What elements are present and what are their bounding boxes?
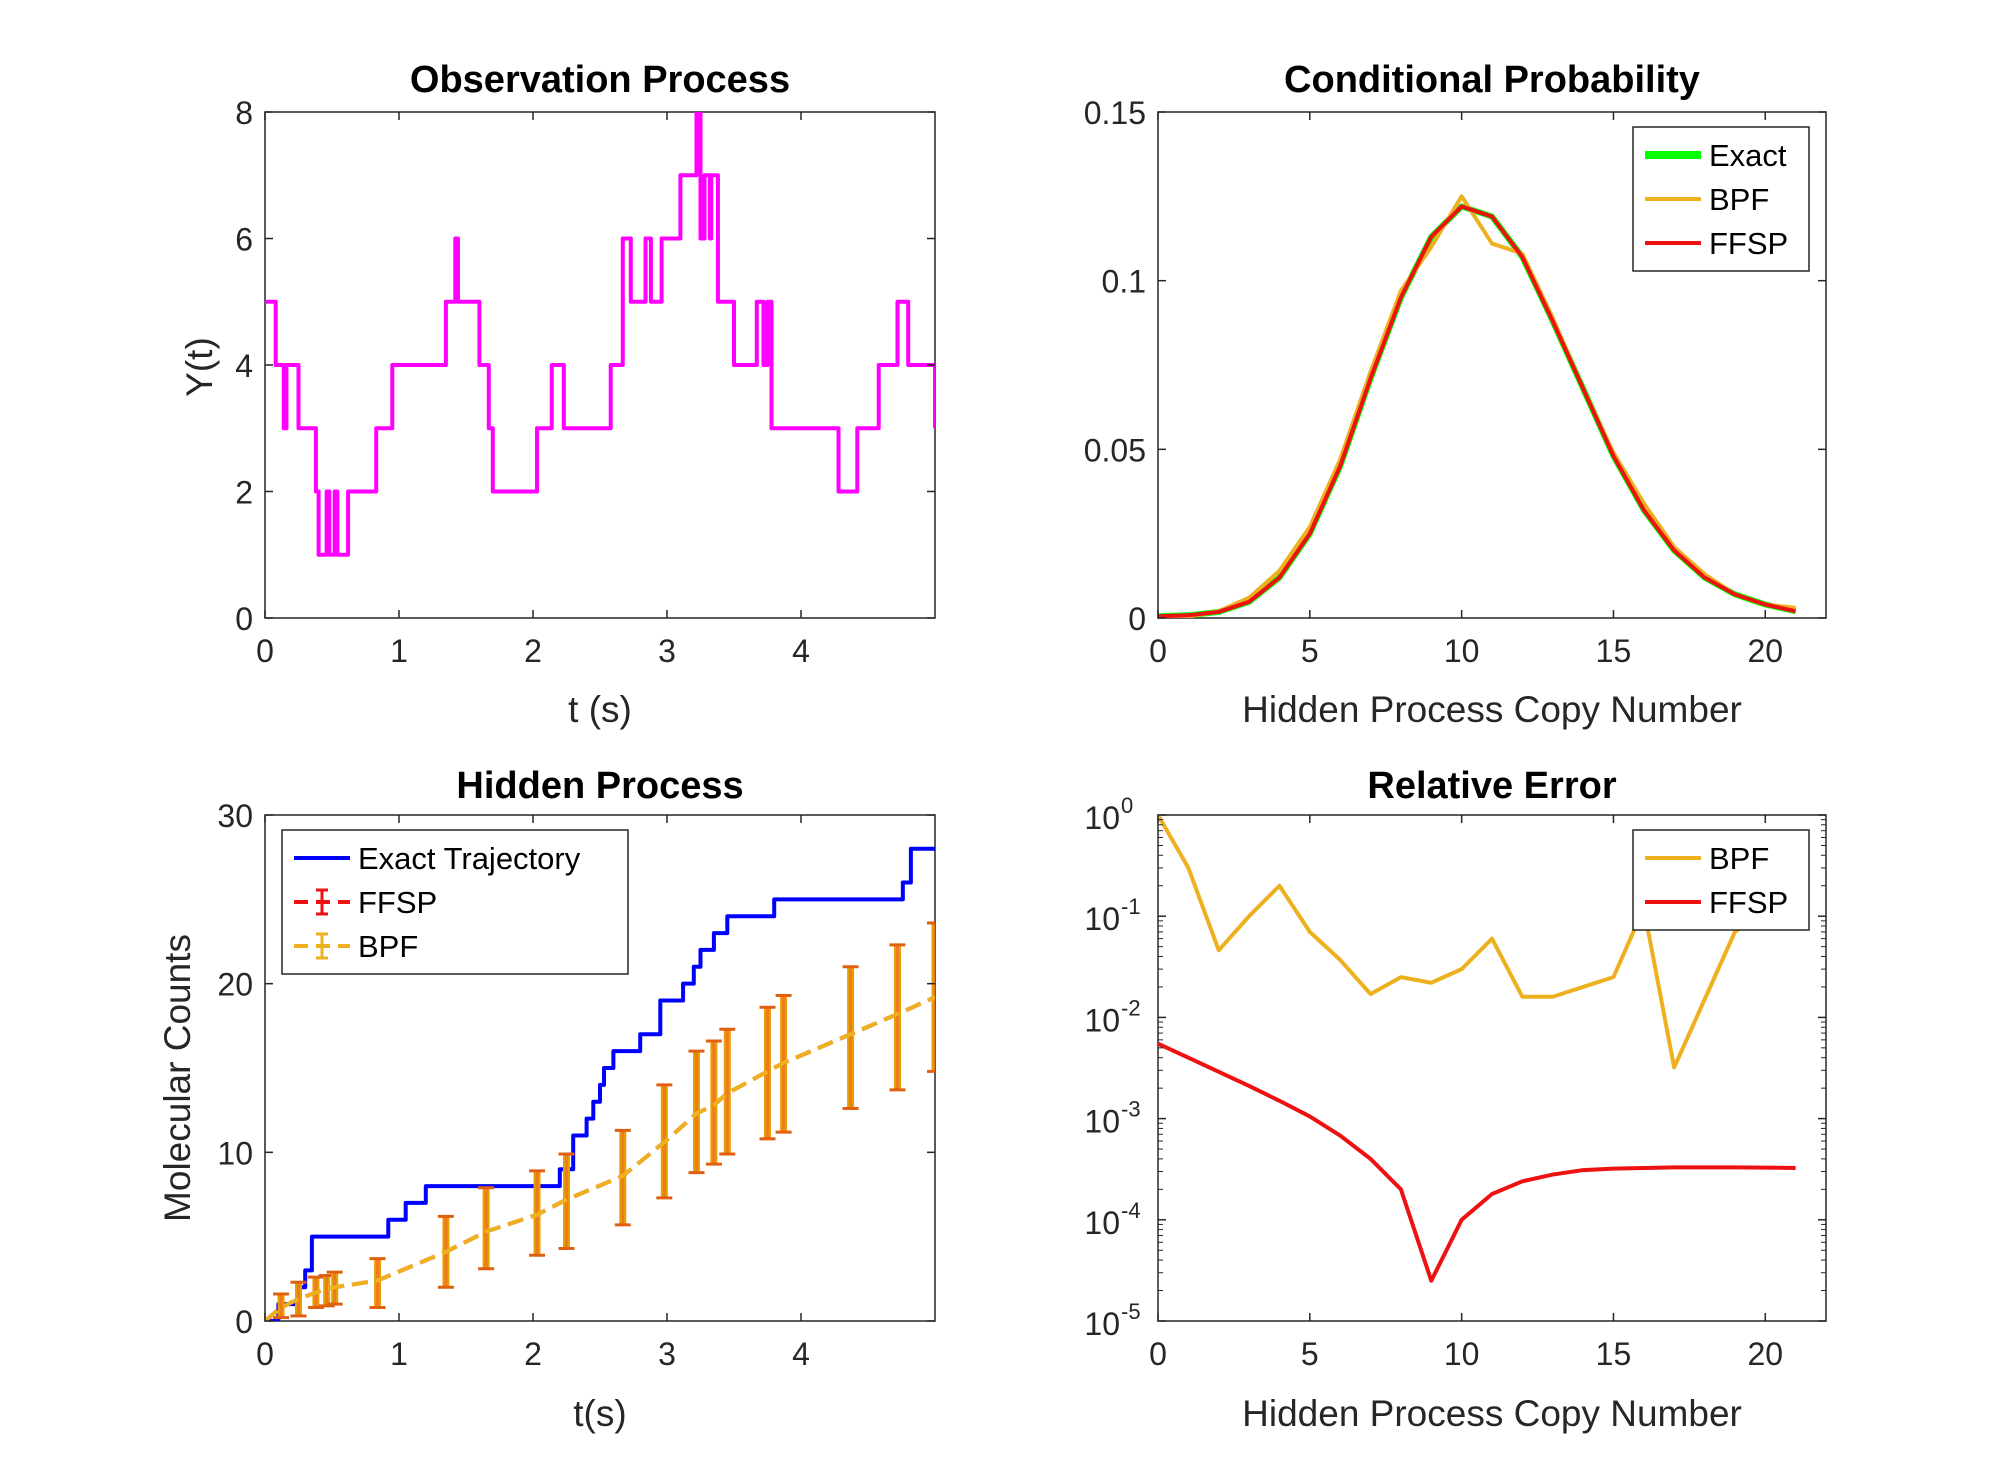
x-tick-label: 10 (1444, 633, 1480, 669)
legend-label: BPF (1709, 841, 1769, 876)
series-line (265, 846, 935, 1321)
legend-label: Exact (1709, 138, 1787, 173)
y-tick-label: 0.15 (1084, 95, 1146, 131)
observation-process-plot: Observation Process 0 1 2 3 4 0 2 4 6 8 t (s) Y(t… (179, 59, 936, 730)
y-tick-label: 0 (235, 1304, 253, 1340)
legend-label: FFSP (1709, 885, 1788, 920)
y-tick-label: 10 (1084, 1104, 1120, 1140)
axes-box (264, 111, 936, 619)
x-axis-label: t(s) (573, 1393, 626, 1434)
conditional-probability-plot: Conditional Probability 0 5 10 15 20 0 0.05 0.1… (1084, 59, 1827, 730)
y-tick-label: 10 (1084, 1205, 1120, 1241)
x-tick-label: 10 (1444, 1336, 1480, 1372)
plot-area (264, 111, 936, 619)
y-tick-label: 6 (235, 222, 253, 258)
y-tick-label: 2 (235, 475, 253, 511)
x-tick-label: 1 (390, 633, 408, 669)
x-tick-label: 0 (1149, 1336, 1167, 1372)
series-line (1158, 204, 1797, 618)
x-tick-label: 5 (1301, 1336, 1319, 1372)
legend: Exact Trajectory FFSP BPF (281, 829, 629, 975)
legend-label: FFSP (1709, 226, 1788, 261)
data-layer (265, 846, 935, 1321)
y-tick-label: 0 (1128, 601, 1146, 637)
series-line (265, 112, 935, 557)
y-tick-label: 10 (1084, 1306, 1120, 1342)
x-tick-label: 0 (256, 1336, 274, 1372)
series-line (1158, 1041, 1796, 1283)
y-tick-exponent: 0 (1121, 793, 1133, 818)
y-axis-label: Molecular Counts (157, 934, 198, 1222)
x-tick-label: 4 (792, 633, 810, 669)
x-tick-label: 4 (792, 1336, 810, 1372)
y-tick-exponent: -4 (1121, 1198, 1141, 1223)
x-tick-label: 3 (658, 633, 676, 669)
legend: BPF FFSP (1632, 829, 1810, 931)
series-line (1158, 194, 1796, 618)
tick-labels: 0 1 2 3 4 0 2 4 6 8 (235, 95, 810, 669)
legend-label: BPF (1709, 182, 1769, 217)
x-axis-label: Hidden Process Copy Number (1242, 689, 1742, 730)
data-layer (265, 112, 935, 557)
x-tick-label: 2 (524, 1336, 542, 1372)
x-tick-label: 5 (1301, 633, 1319, 669)
y-tick-label: 30 (217, 798, 253, 834)
plot-title: Observation Process (410, 59, 790, 101)
plot-title: Relative Error (1367, 765, 1616, 807)
legend: Exact BPF FFSP (1632, 126, 1810, 272)
y-axis-label: Y(t) (179, 337, 220, 397)
plot-title: Hidden Process (456, 765, 743, 807)
y-tick-label: 0.1 (1102, 264, 1146, 300)
x-tick-label: 0 (1149, 633, 1167, 669)
x-tick-label: 2 (524, 633, 542, 669)
y-tick-exponent: -3 (1121, 1097, 1141, 1122)
y-tick-label: 10 (1084, 1002, 1120, 1038)
y-tick-label: 0.05 (1084, 432, 1146, 468)
y-tick-label: 10 (1084, 901, 1120, 937)
legend-label: BPF (358, 929, 418, 964)
series-line (265, 995, 935, 1321)
hidden-process-plot: Hidden Process 0 1 2 3 4 0 10 20 30 t(s) Molecul… (157, 765, 936, 1434)
x-tick-label: 1 (390, 1336, 408, 1372)
data-layer (1158, 815, 1797, 1283)
x-tick-label: 20 (1747, 1336, 1783, 1372)
y-tick-label: 0 (235, 601, 253, 637)
x-axis-label: t (s) (568, 689, 632, 730)
data-layer (1158, 194, 1797, 618)
x-tick-label: 15 (1596, 1336, 1632, 1372)
series-line (1158, 815, 1797, 1070)
y-tick-label: 10 (1084, 800, 1120, 836)
plot-title: Conditional Probability (1284, 59, 1700, 101)
y-tick-label: 10 (217, 1135, 253, 1171)
x-tick-label: 20 (1747, 633, 1783, 669)
y-tick-exponent: -5 (1121, 1299, 1141, 1324)
legend-label: Exact Trajectory (358, 841, 581, 876)
legend-box (1632, 829, 1810, 931)
tick-labels: 0 1 2 3 4 0 10 20 30 (217, 798, 809, 1372)
legend-label: FFSP (358, 885, 437, 920)
y-tick-exponent: -2 (1121, 995, 1141, 1020)
y-tick-label: 8 (235, 95, 253, 131)
y-tick-exponent: -1 (1121, 894, 1141, 919)
y-tick-label: 4 (235, 348, 253, 384)
x-tick-label: 15 (1596, 633, 1632, 669)
x-tick-label: 3 (658, 1336, 676, 1372)
y-tick-label: 20 (217, 967, 253, 1003)
tick-labels: 0 5 10 15 20 0 0.05 0.1 0.15 (1084, 95, 1783, 669)
x-tick-label: 0 (256, 633, 274, 669)
x-axis-label: Hidden Process Copy Number (1242, 1393, 1742, 1434)
